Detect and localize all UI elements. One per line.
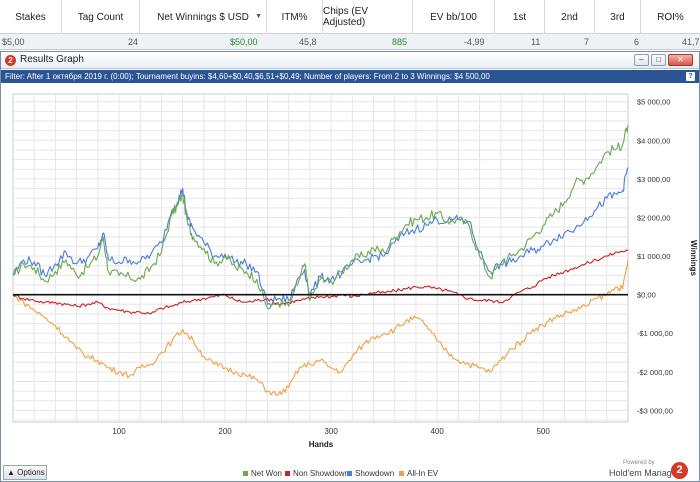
plot-area xyxy=(12,93,629,423)
window-title: Results Graph xyxy=(20,54,84,65)
x-tick-label: 400 xyxy=(430,427,444,436)
y-tick-label: $4 000,00 xyxy=(637,136,670,145)
column-header-stakes[interactable]: Stakes xyxy=(0,0,62,34)
chart-series xyxy=(12,124,629,396)
y-tick-label: $3 000,00 xyxy=(637,175,670,184)
legend-swatch xyxy=(243,471,248,476)
legend-item-non-showdown[interactable]: Non Showdown xyxy=(285,469,349,478)
cell-chips-ev: 885 xyxy=(392,37,408,47)
column-header-2nd[interactable]: 2nd xyxy=(545,0,595,34)
legend-swatch xyxy=(399,471,404,476)
cell-1st: 11 xyxy=(531,37,541,47)
cell-3rd: 6 xyxy=(634,37,640,47)
filter-text: Filter: After 1 октября 2019 г. (0:00); … xyxy=(5,72,490,81)
window-titlebar[interactable]: 2 Results Graph – □ ✕ xyxy=(1,52,699,69)
x-tick-label: 200 xyxy=(218,427,232,436)
table-row[interactable]: $5,00 24 $50,00 45,8 885 -4,99 11 7 6 41… xyxy=(0,34,700,50)
series-line-non-showdown xyxy=(12,249,629,315)
hm2-logo-icon: 2 xyxy=(671,462,688,479)
column-header-3rd[interactable]: 3rd xyxy=(595,0,641,34)
y-tick-label: $0,00 xyxy=(637,291,656,300)
y-tick-label: -$1 000,00 xyxy=(637,329,673,338)
help-button[interactable]: ? xyxy=(686,72,695,81)
cell-ev-bb100: -4,99 xyxy=(464,37,485,47)
maximize-button[interactable]: □ xyxy=(651,54,666,66)
sort-descending-icon: ▼ xyxy=(255,13,262,20)
close-button[interactable]: ✕ xyxy=(668,54,693,66)
legend-item-net-won[interactable]: Net Won xyxy=(243,469,282,478)
y-tick-label: -$2 000,00 xyxy=(637,368,673,377)
hm2-logo-icon: 2 xyxy=(5,55,16,66)
column-header-roi[interactable]: ROI% xyxy=(657,11,684,23)
y-tick-label: -$3 000,00 xyxy=(637,406,673,415)
column-header-chips-ev[interactable]: Chips (EV Adjusted) xyxy=(323,0,413,34)
x-tick-label: 100 xyxy=(112,427,126,436)
cell-roi: 41,7 xyxy=(682,37,700,47)
results-chart: $5 000,00 $4 000,00 $3 000,00 $2 000,00 $1 0… xyxy=(12,93,698,449)
y-tick-label: $5 000,00 xyxy=(637,98,670,107)
legend-label: All-In EV xyxy=(407,469,439,478)
graph-footer: ▲ Options Net Won Non Showdown Showdown … xyxy=(1,460,699,481)
x-tick-label: 500 xyxy=(536,427,550,436)
column-header-label: Net Winnings $ USD xyxy=(157,11,249,23)
column-header-itm[interactable]: ITM% xyxy=(267,0,323,34)
legend-swatch xyxy=(285,471,290,476)
legend-label: Showdown xyxy=(355,469,395,478)
y-tick-label: $2 000,00 xyxy=(637,213,670,222)
legend-item-all-in-ev[interactable]: All-In EV xyxy=(399,469,438,478)
column-header-ev-bb100[interactable]: EV bb/100 xyxy=(413,0,495,34)
cell-2nd: 7 xyxy=(584,37,590,47)
brand-name: Hold'em Manager xyxy=(609,468,680,478)
legend-label: Non Showdown xyxy=(293,469,350,478)
stats-table-header: Stakes Tag Count Net Winnings $ USD ▼ IT… xyxy=(0,0,700,34)
options-label: Options xyxy=(17,468,45,477)
x-tick-label: 300 xyxy=(324,427,338,436)
column-header-1st[interactable]: 1st xyxy=(495,0,545,34)
chart-ticks: $5 000,00 $4 000,00 $3 000,00 $2 000,00 $1 0… xyxy=(112,98,673,436)
legend-label: Net Won xyxy=(251,469,282,478)
x-axis-label: Hands xyxy=(309,440,334,449)
column-header-tag-count[interactable]: Tag Count xyxy=(62,0,140,34)
y-axis-label: Winnings xyxy=(689,240,698,276)
filter-bar[interactable]: Filter: After 1 октября 2019 г. (0:00); … xyxy=(1,70,699,83)
results-graph-window: 2 Results Graph – □ ✕ Filter: After 1 ок… xyxy=(0,51,700,482)
options-button[interactable]: ▲ Options xyxy=(3,465,47,480)
cell-tag-count: 24 xyxy=(128,37,139,47)
cell-itm: 45,8 xyxy=(299,37,317,47)
column-header-net-winnings[interactable]: Net Winnings $ USD ▼ xyxy=(140,0,267,34)
powered-by-text: Powered by xyxy=(623,460,655,466)
legend-swatch xyxy=(347,471,352,476)
cell-stakes: $5,00 xyxy=(2,37,25,47)
series-line-net-won xyxy=(12,124,629,310)
y-tick-label: $1 000,00 xyxy=(637,252,670,261)
minimize-button[interactable]: – xyxy=(634,54,649,66)
series-line-all-in-ev xyxy=(12,259,629,396)
cell-net-winnings: $50,00 xyxy=(230,37,258,47)
legend-item-showdown[interactable]: Showdown xyxy=(347,469,394,478)
